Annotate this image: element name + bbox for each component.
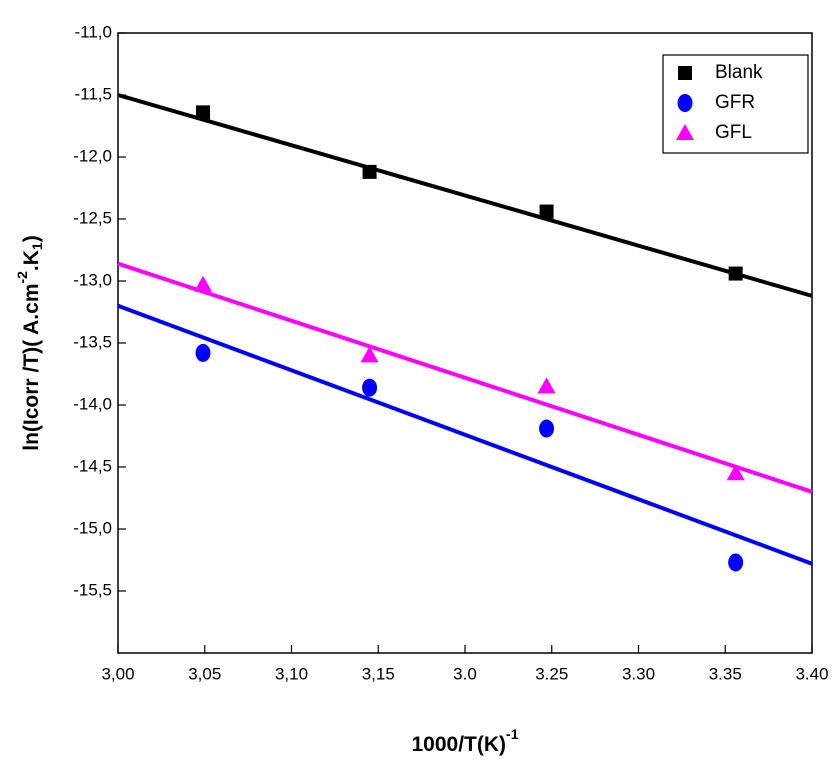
legend-marker bbox=[678, 66, 692, 80]
x-axis-title-sup: -1 bbox=[506, 726, 519, 742]
legend-marker bbox=[677, 94, 693, 112]
x-axis-title: 1000/T(K)-1 bbox=[412, 726, 519, 756]
y-axis-title-text: .K bbox=[20, 250, 43, 271]
marker-circle bbox=[362, 378, 378, 397]
marker-square bbox=[196, 105, 211, 120]
y-axis-title: ln(Icorr /T)( A.cm-2.K1) bbox=[14, 235, 45, 450]
x-tick-label: 3,05 bbox=[188, 664, 221, 683]
y-tick-label: -11,0 bbox=[75, 22, 113, 41]
y-axis-title-text: ln(Icorr /T)( A.cm bbox=[20, 284, 43, 451]
y-tick-label: -13,5 bbox=[73, 332, 112, 351]
marker-circle bbox=[728, 553, 744, 572]
y-tick-label: -15,5 bbox=[73, 580, 112, 599]
marker-square bbox=[362, 164, 377, 179]
x-tick-label: 3.40 bbox=[795, 664, 828, 683]
y-axis-title-sub: 1 bbox=[29, 242, 45, 250]
x-tick-label: 3.0 bbox=[453, 664, 477, 683]
marker-triangle bbox=[360, 346, 379, 363]
x-tick-label: 3,15 bbox=[362, 664, 395, 683]
marker-circle bbox=[539, 419, 555, 438]
fit-line bbox=[117, 303, 813, 566]
legend-text: GFL bbox=[715, 122, 752, 143]
legend-text: GFR bbox=[715, 92, 755, 113]
y-tick-label: -15,0 bbox=[73, 518, 112, 537]
legend-marker bbox=[676, 124, 694, 140]
x-tick-label: 3.30 bbox=[622, 664, 655, 683]
y-tick-label: -14,5 bbox=[73, 456, 112, 475]
marker-triangle bbox=[194, 275, 213, 292]
fit-line bbox=[117, 93, 813, 298]
x-tick-label: 3.35 bbox=[709, 664, 742, 683]
marker-triangle bbox=[726, 464, 745, 481]
marker-square bbox=[728, 266, 743, 281]
marker-circle bbox=[195, 343, 211, 362]
y-tick-label: -13,0 bbox=[73, 270, 112, 289]
legend-text: Blank bbox=[715, 62, 763, 83]
marker-triangle bbox=[537, 377, 556, 394]
y-axis-title-sup: -2 bbox=[14, 271, 30, 284]
x-axis-title-text: 1000/T(K) bbox=[412, 733, 507, 756]
y-tick-label: -12,5 bbox=[73, 208, 112, 227]
y-tick-label: -12,0 bbox=[73, 146, 112, 165]
y-tick-label: -14,0 bbox=[73, 394, 112, 413]
marker-square bbox=[539, 204, 554, 219]
y-tick-label: -11,5 bbox=[75, 84, 113, 103]
x-tick-label: 3,10 bbox=[275, 664, 308, 683]
x-tick-label: 3.25 bbox=[535, 664, 568, 683]
y-axis-title-text: ) bbox=[20, 235, 43, 242]
x-tick-label: 3,00 bbox=[101, 664, 134, 683]
fit-line bbox=[117, 261, 813, 494]
